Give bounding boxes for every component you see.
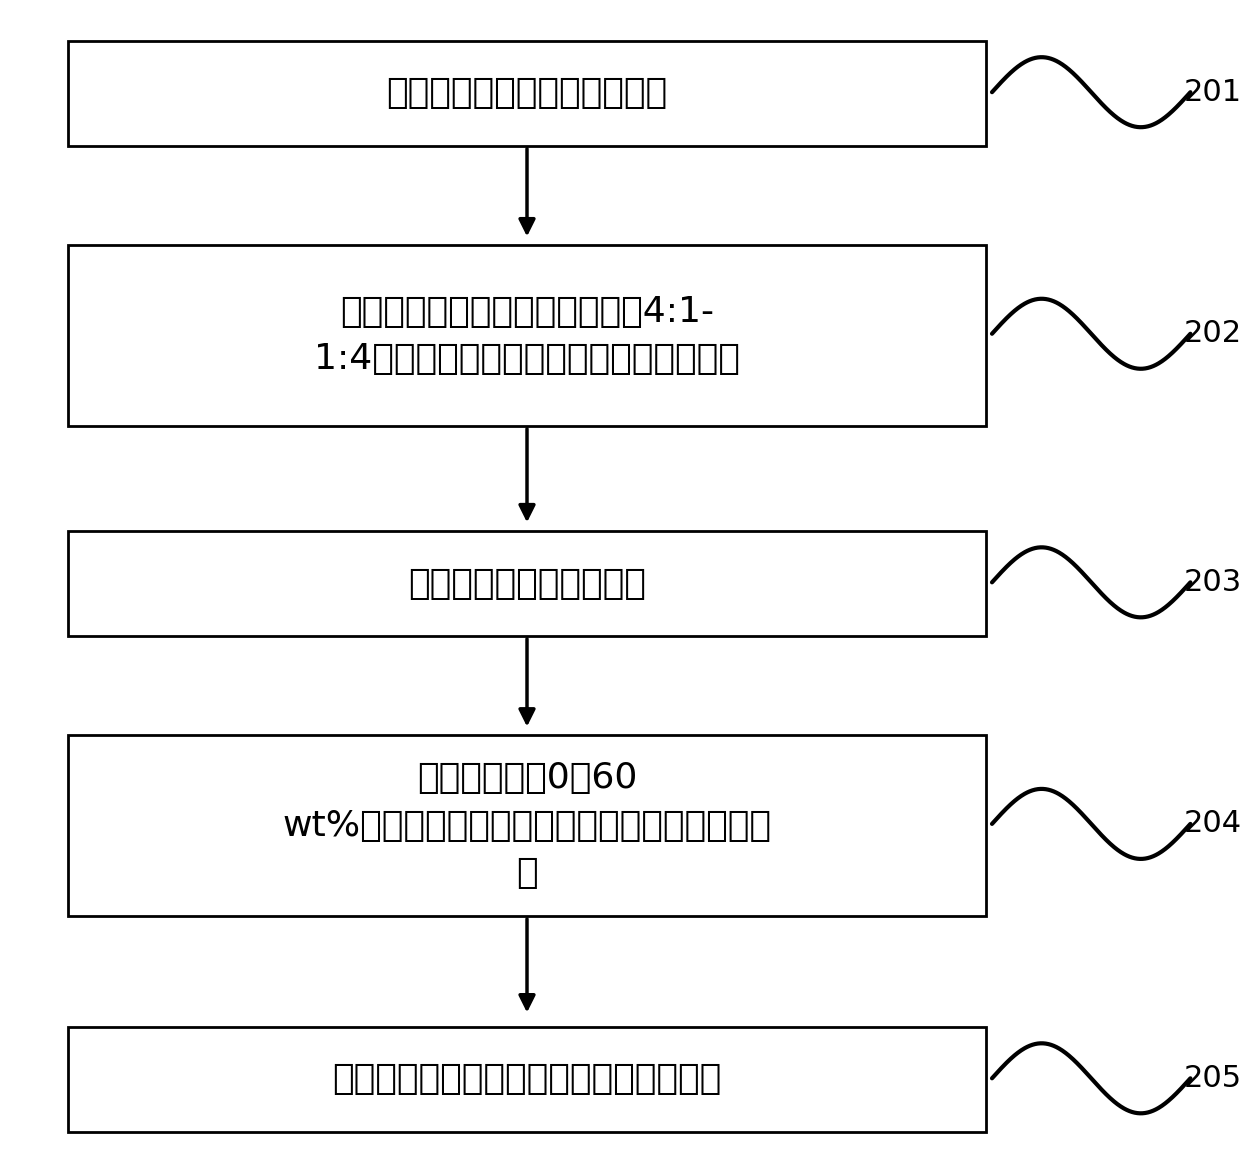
Text: 将所述石墨烯0～60
wt%加入所述第一次球磨后的混合物中混合；以
及: 将所述石墨烯0～60 wt%加入所述第一次球磨后的混合物中混合；以 及: [283, 761, 771, 890]
Bar: [68, 1027, 986, 1132]
Bar: [68, 735, 986, 916]
Text: 203: 203: [1184, 568, 1240, 596]
Text: 提供锑金属、氧化钛和石墨烯: 提供锑金属、氧化钛和石墨烯: [387, 76, 667, 111]
Text: 将所述锑金属和氧化钛以质量比4:1-
1:4混合得到所述锑金属和氧化钛的混合物: 将所述锑金属和氧化钛以质量比4:1- 1:4混合得到所述锑金属和氧化钛的混合物: [314, 295, 740, 376]
Text: 201: 201: [1184, 78, 1240, 106]
Text: 将加入所述石墨烯后的混合物第二次球磨: 将加入所述石墨烯后的混合物第二次球磨: [332, 1062, 722, 1097]
Text: 将所述混合物第一次球磨: 将所述混合物第一次球磨: [408, 566, 646, 601]
Text: 202: 202: [1184, 320, 1240, 348]
Bar: [68, 245, 986, 426]
Text: 204: 204: [1184, 810, 1240, 838]
Text: 205: 205: [1184, 1064, 1240, 1092]
Bar: [68, 531, 986, 636]
Bar: [68, 41, 986, 146]
